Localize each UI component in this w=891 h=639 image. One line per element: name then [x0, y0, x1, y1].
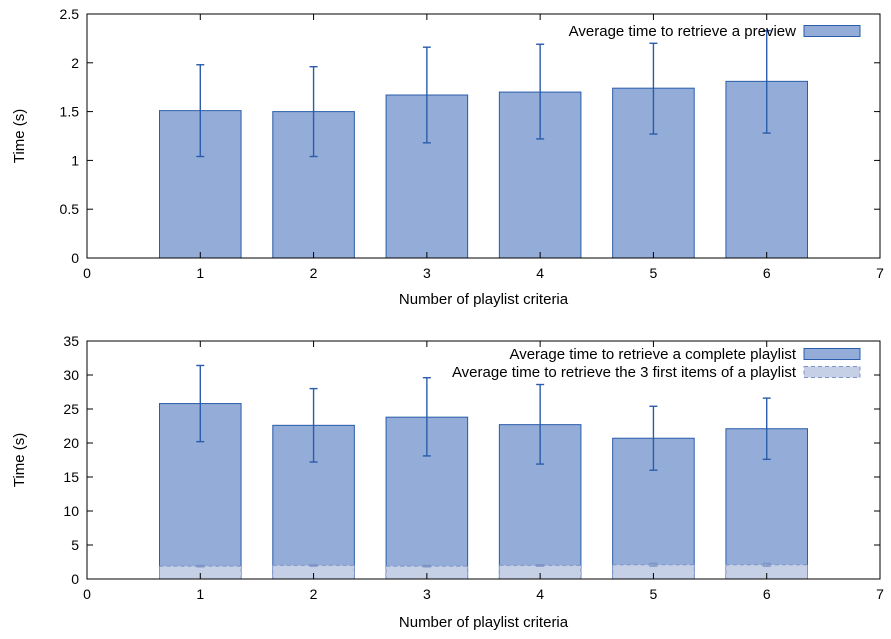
- y-axis: 0 5 10 15 20 25 30 35: [63, 333, 880, 587]
- x-axis: 0 1 2 3 4 5 6 7: [83, 341, 884, 602]
- legend-swatch: [803, 366, 861, 378]
- y-tick-label: 2.5: [60, 6, 80, 22]
- y-tick-label: 0: [71, 571, 79, 587]
- error-bar: [536, 564, 545, 567]
- y-tick-label: 10: [63, 503, 79, 519]
- x-tick-label: 2: [310, 586, 318, 602]
- chart-panel-top: 0 1 2 3 4 5 6 7 0 0.5 1 1.5 2 2.5 Number of playlist c…: [11, 6, 884, 308]
- error-bar: [309, 564, 318, 567]
- series-1: [159, 364, 808, 580]
- x-tick-label: 4: [536, 265, 544, 281]
- error-bar: [762, 562, 771, 567]
- error-bar: [196, 64, 205, 158]
- y-tick-label: 1.5: [60, 104, 80, 120]
- y-tick-label: 0: [71, 250, 79, 266]
- series-1: [159, 29, 808, 259]
- x-tick-label: 3: [423, 586, 431, 602]
- error-bar: [649, 405, 658, 471]
- x-tick-label: 1: [196, 265, 204, 281]
- x-axis-title: Number of playlist criteria: [399, 614, 569, 631]
- error-bar: [649, 42, 658, 135]
- y-tick-label: 0.5: [60, 201, 80, 217]
- y-axis-title: Time (s): [11, 433, 28, 487]
- error-bar: [422, 46, 431, 144]
- y-tick-label: 30: [63, 367, 79, 383]
- x-tick-label: 0: [83, 586, 91, 602]
- y-tick-label: 1: [71, 152, 79, 168]
- x-tick-label: 0: [83, 265, 91, 281]
- x-tick-label: 2: [310, 265, 318, 281]
- error-bar: [422, 377, 431, 457]
- plot-frame: [86, 340, 881, 580]
- error-bar: [422, 564, 431, 568]
- legend-swatch: [803, 348, 861, 360]
- y-tick-label: 20: [63, 435, 79, 451]
- legend-label: Average time to retrieve a preview: [569, 23, 796, 40]
- error-bar: [196, 364, 205, 443]
- legend: Average time to retrieve a preview: [569, 23, 861, 40]
- x-tick-label: 7: [876, 265, 884, 281]
- error-bar: [649, 562, 658, 567]
- legend-label: Average time to retrieve the 3 first ite…: [452, 364, 797, 381]
- error-bar: [309, 387, 318, 463]
- chart-panel-bottom: 0 1 2 3 4 5 6 7 0 5 10 15 20 25 30 35 Number of playlist…: [11, 333, 884, 631]
- x-tick-label: 5: [650, 586, 658, 602]
- x-tick-label: 3: [423, 265, 431, 281]
- plot-frame: [86, 13, 881, 259]
- y-axis: 0 0.5 1 1.5 2 2.5: [60, 6, 880, 266]
- x-tick-label: 7: [876, 586, 884, 602]
- legend: Average time to retrieve a complete play…: [452, 346, 861, 381]
- y-axis-title: Time (s): [11, 109, 28, 163]
- error-bar: [536, 383, 545, 465]
- x-axis: 0 1 2 3 4 5 6 7: [83, 14, 884, 281]
- x-axis-title: Number of playlist criteria: [399, 291, 569, 308]
- error-bar: [536, 43, 545, 140]
- x-tick-label: 6: [763, 586, 771, 602]
- y-tick-label: 25: [63, 401, 79, 417]
- legend-label: Average time to retrieve a complete play…: [509, 346, 796, 363]
- error-bar: [762, 397, 771, 461]
- y-tick-label: 5: [71, 537, 79, 553]
- x-tick-label: 5: [650, 265, 658, 281]
- error-bar: [762, 29, 771, 134]
- error-bar: [196, 564, 205, 568]
- y-tick-label: 15: [63, 469, 79, 485]
- error-bar: [309, 66, 318, 158]
- y-tick-label: 2: [71, 55, 79, 71]
- y-tick-label: 35: [63, 333, 79, 349]
- x-tick-label: 1: [196, 586, 204, 602]
- x-tick-label: 4: [536, 586, 544, 602]
- x-tick-label: 6: [763, 265, 771, 281]
- series-2: [159, 562, 808, 580]
- legend-swatch: [803, 25, 861, 37]
